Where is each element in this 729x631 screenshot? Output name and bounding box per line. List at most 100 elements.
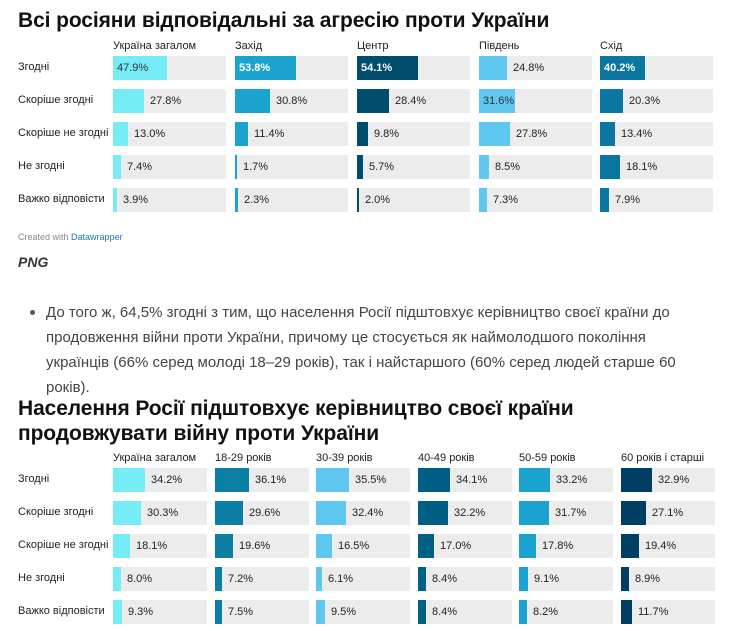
column-header: Схід: [600, 40, 623, 52]
bar: [316, 501, 346, 525]
bar-value-label: 36.1%: [255, 474, 287, 486]
bar-track: 53.8%: [235, 56, 348, 80]
bar-value-label: 7.3%: [493, 194, 519, 206]
bar-track: 40.2%: [600, 56, 713, 80]
png-label: PNG: [18, 254, 49, 270]
bar-value-label: 9.3%: [128, 606, 154, 618]
bar: [113, 89, 144, 113]
column-header: 40-49 років: [418, 452, 475, 464]
bar-track: 33.2%: [519, 468, 613, 492]
bar: [621, 468, 652, 492]
bar-value-label: 2.3%: [244, 194, 270, 206]
bar-track: 54.1%: [357, 56, 470, 80]
bar-track: 9.8%: [357, 122, 470, 146]
bar: [113, 56, 167, 80]
bar-track: 18.1%: [113, 534, 207, 558]
bar: [113, 155, 121, 179]
bar: [418, 534, 434, 558]
bar-track: 31.7%: [519, 501, 613, 525]
bar: [519, 534, 536, 558]
bar: [215, 501, 243, 525]
bar-value-label: 17.0%: [440, 540, 472, 552]
bar-track: 24.8%: [479, 56, 592, 80]
bar: [357, 155, 363, 179]
bar-track: 28.4%: [357, 89, 470, 113]
bar-track: 34.2%: [113, 468, 207, 492]
bar-value-label: 24.8%: [513, 62, 545, 74]
bar-track: 6.1%: [316, 567, 410, 591]
column-header: 30-39 років: [316, 452, 373, 464]
bar-track: 32.9%: [621, 468, 715, 492]
bar: [316, 534, 332, 558]
bar-value-label: 7.2%: [228, 573, 254, 585]
bar-track: 16.5%: [316, 534, 410, 558]
bar: [519, 600, 527, 624]
bar-track: 34.1%: [418, 468, 512, 492]
bar: [113, 468, 145, 492]
bar-track: 20.3%: [600, 89, 713, 113]
bar-track: 11.4%: [235, 122, 348, 146]
bar-value-label: 9.5%: [331, 606, 357, 618]
bar: [600, 188, 609, 212]
bar-value-label: 7.9%: [615, 194, 641, 206]
bar: [113, 567, 121, 591]
bar: [621, 534, 639, 558]
bar-track: 1.7%: [235, 155, 348, 179]
bar: [113, 188, 117, 212]
bar-track: 11.7%: [621, 600, 715, 624]
bar-track: 27.1%: [621, 501, 715, 525]
bar-track: 19.6%: [215, 534, 309, 558]
bar-value-label: 27.8%: [516, 128, 548, 140]
bar-value-label: 13.4%: [621, 128, 653, 140]
bar-track: 9.5%: [316, 600, 410, 624]
column-header: 60 років і старші: [621, 452, 705, 464]
bar-value-label: 3.9%: [123, 194, 149, 206]
bar-track: 9.3%: [113, 600, 207, 624]
row-label: Скоріше не згодні: [18, 127, 109, 139]
bar-track: 13.0%: [113, 122, 226, 146]
bar-value-label: 8.0%: [127, 573, 153, 585]
bar-value-label: 8.9%: [635, 573, 661, 585]
bar-value-label: 7.5%: [228, 606, 254, 618]
bar-value-label: 30.8%: [276, 95, 308, 107]
row-label: Скоріше згодні: [18, 94, 94, 106]
bar-value-label: 9.8%: [374, 128, 400, 140]
bar-value-label: 9.1%: [534, 573, 560, 585]
row-label: Згодні: [18, 473, 50, 485]
bar: [418, 600, 426, 624]
bar: [113, 122, 128, 146]
bar-value-label: 31.7%: [555, 507, 587, 519]
bar-value-label: 8.4%: [432, 606, 458, 618]
bar-track: 35.5%: [316, 468, 410, 492]
bar: [621, 567, 629, 591]
bar: [215, 534, 233, 558]
datawrapper-link[interactable]: Datawrapper: [71, 232, 123, 242]
column-header: 18-29 років: [215, 452, 272, 464]
body-paragraph: До того ж, 64,5% згодні з тим, що населе…: [46, 304, 676, 396]
bar: [479, 155, 489, 179]
bar-value-label: 2.0%: [365, 194, 391, 206]
bar-value-label: 33.2%: [556, 474, 588, 486]
bar: [479, 122, 510, 146]
bar-value-label: 7.4%: [127, 161, 153, 173]
bar-value-label: 35.5%: [355, 474, 387, 486]
bar-track: 17.8%: [519, 534, 613, 558]
bar: [357, 56, 418, 80]
bar-track: 7.9%: [600, 188, 713, 212]
bar-value-label: 32.9%: [658, 474, 690, 486]
bar: [479, 56, 507, 80]
bar-track: 47.9%: [113, 56, 226, 80]
bar-track: 8.0%: [113, 567, 207, 591]
bar-track: 31.6%: [479, 89, 592, 113]
bar-track: 36.1%: [215, 468, 309, 492]
bar-value-label: 19.6%: [239, 540, 271, 552]
bar-value-label: 29.6%: [249, 507, 281, 519]
bar: [235, 155, 237, 179]
row-label: Не згодні: [18, 160, 65, 172]
chart2-title: Населення Росії підштовхує керівництво с…: [18, 397, 574, 445]
bar-track: 8.9%: [621, 567, 715, 591]
bar: [600, 89, 623, 113]
bar: [600, 56, 645, 80]
bar-value-label: 18.1%: [626, 161, 658, 173]
bar-track: 30.3%: [113, 501, 207, 525]
